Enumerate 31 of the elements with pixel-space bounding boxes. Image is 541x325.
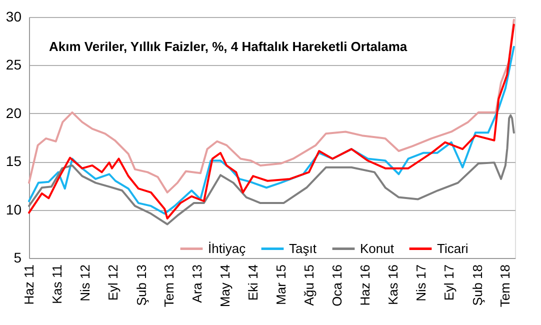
x-tick-label: Tem 13	[161, 264, 176, 308]
y-tick-label: 15	[6, 153, 22, 170]
x-tick-label: Eki 14	[246, 264, 261, 301]
x-tick-label: May 14	[217, 264, 232, 308]
legend-label: Taşıt	[289, 240, 317, 256]
x-tick-label: Şub 18	[470, 264, 485, 306]
x-tick-label: Haz 16	[358, 264, 373, 306]
x-tick-label: Nis 17	[414, 264, 428, 302]
x-tick-label: Haz 11	[22, 264, 36, 305]
y-tick-label: 30	[6, 8, 22, 24]
y-tick-label: 25	[6, 56, 22, 73]
x-tick-label: Nis 12	[78, 264, 93, 302]
x-tick-label: Eyl 17	[442, 264, 457, 301]
line-series	[28, 114, 515, 226]
x-tick-label: Mar 15	[273, 264, 288, 305]
legend-label: İhtiyaç	[208, 240, 246, 256]
x-tick-label: Kas 16	[386, 264, 401, 305]
x-tick-label: Oca 16	[330, 264, 345, 306]
x-tick-label: Tem 18	[497, 264, 512, 308]
text: Akım Veriler, Yıllık Faizler, %, 4 Haftalık Hareketli Ortalama	[49, 39, 408, 54]
y-tick-label: 10	[6, 201, 22, 218]
legend-label: Ticari	[437, 240, 468, 256]
y-tick-label: 20	[6, 104, 22, 121]
x-tick-label: Şub 13	[134, 264, 149, 306]
legend-label: Konut	[360, 240, 394, 256]
y-tick-label: 5	[14, 250, 22, 266]
x-tick-label: Ağu 15	[301, 264, 316, 306]
x-tick-label: Ara 13	[190, 264, 205, 303]
x-tick-label: Kas 11	[50, 264, 65, 304]
line-series	[28, 18, 515, 194]
x-tick-label: Eyl 12	[106, 264, 121, 301]
